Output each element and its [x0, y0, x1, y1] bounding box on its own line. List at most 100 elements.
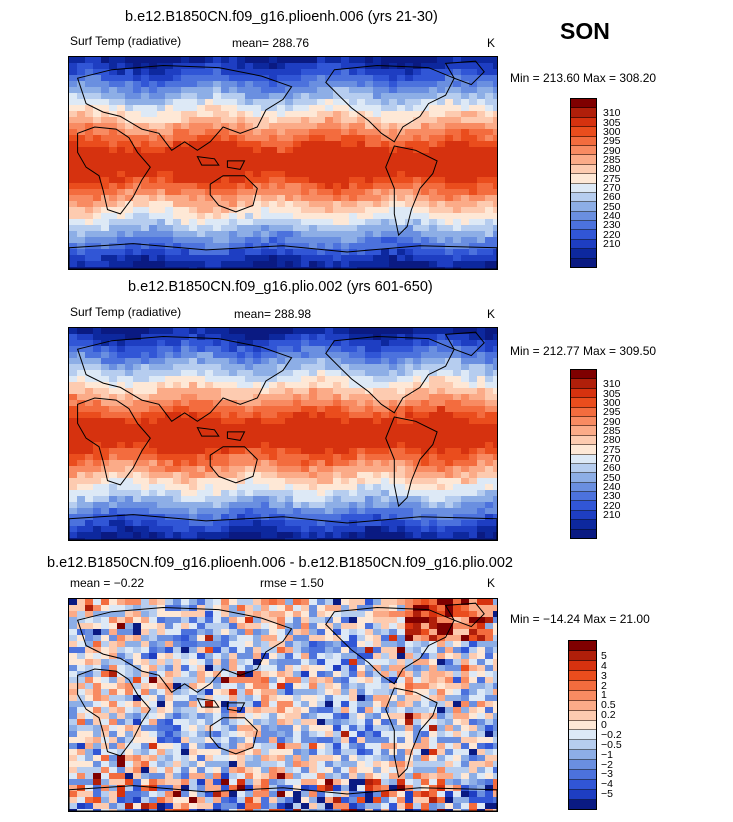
field-cell — [253, 641, 262, 648]
field-cell — [133, 69, 142, 76]
field-cell — [421, 502, 430, 509]
field-cell — [69, 436, 78, 443]
field-cell — [413, 334, 422, 341]
field-cell — [213, 328, 222, 335]
field-cell — [101, 364, 110, 371]
field-cell — [77, 442, 86, 449]
field-cell — [165, 442, 174, 449]
field-cell — [213, 508, 222, 515]
colorbar-label: 260 — [603, 191, 621, 204]
field-cell — [421, 520, 430, 527]
field-cell — [341, 243, 350, 250]
field-cell — [285, 623, 294, 630]
field-cell — [141, 352, 150, 359]
field-cell — [493, 484, 497, 491]
field-cell — [277, 611, 286, 618]
field-cell — [317, 635, 326, 642]
field-cell — [117, 340, 126, 347]
field-cell — [205, 237, 214, 244]
field-cell — [413, 231, 422, 238]
field-cell — [445, 635, 454, 642]
field-cell — [413, 701, 422, 708]
field-cell — [109, 255, 118, 262]
field-cell — [269, 225, 278, 232]
field-cell — [149, 141, 158, 148]
field-cell — [381, 93, 390, 100]
field-cell — [277, 707, 286, 714]
field-cell — [493, 394, 497, 401]
field-cell — [277, 400, 286, 407]
field-cell — [229, 364, 238, 371]
field-cell — [277, 635, 286, 642]
field-cell — [333, 171, 342, 178]
field-cell — [109, 159, 118, 166]
field-cell — [85, 231, 94, 238]
field-cell — [237, 99, 246, 106]
field-cell — [69, 195, 78, 202]
field-cell — [197, 496, 206, 503]
field-cell — [397, 225, 406, 232]
field-cell — [389, 659, 398, 666]
field-cell — [69, 707, 78, 714]
field-cell — [445, 382, 454, 389]
field-cell — [357, 328, 366, 335]
field-cell — [445, 153, 454, 160]
field-cell — [485, 201, 494, 208]
field-cell — [477, 261, 486, 268]
field-cell — [429, 665, 438, 672]
field-cell — [69, 117, 78, 124]
field-cell — [197, 177, 206, 184]
field-cell — [381, 653, 390, 660]
field-cell — [397, 382, 406, 389]
field-cell — [493, 466, 497, 473]
field-cell — [117, 611, 126, 618]
colorbar-label: 275 — [603, 172, 621, 185]
field-cell — [381, 490, 390, 497]
field-cell — [109, 141, 118, 148]
field-cell — [109, 460, 118, 467]
field-cell — [469, 647, 478, 654]
field-cell — [77, 370, 86, 377]
field-cell — [349, 538, 358, 540]
field-cells — [69, 328, 497, 540]
field-cell — [493, 448, 497, 455]
field-cell — [421, 641, 430, 648]
field-cell — [149, 225, 158, 232]
colorbar-swatch — [571, 249, 596, 259]
field-cell — [277, 201, 286, 208]
field-cell — [69, 418, 78, 425]
field-cell — [133, 502, 142, 509]
field-cell — [309, 358, 318, 365]
field-cell — [437, 195, 446, 202]
field-cell — [269, 129, 278, 136]
field-cell — [181, 123, 190, 130]
field-cell — [261, 352, 270, 359]
field-cell — [109, 394, 118, 401]
field-cell — [413, 207, 422, 214]
field-cell — [229, 412, 238, 419]
field-cell — [125, 605, 134, 612]
field-cell — [157, 436, 166, 443]
field-cell — [445, 400, 454, 407]
field-cell — [429, 538, 438, 540]
field-cell — [133, 225, 142, 232]
field-cell — [245, 117, 254, 124]
field-cell — [109, 370, 118, 377]
field-cell — [365, 430, 374, 437]
field-cell — [437, 255, 446, 262]
field-cell — [85, 623, 94, 630]
field-cell — [157, 153, 166, 160]
field-cell — [197, 454, 206, 461]
field-cell — [381, 364, 390, 371]
field-cell — [197, 406, 206, 413]
field-cell — [69, 400, 78, 407]
field-cell — [93, 484, 102, 491]
field-cell — [333, 508, 342, 515]
field-cell — [341, 141, 350, 148]
field-cell — [333, 653, 342, 660]
field-cell — [221, 255, 230, 262]
field-cell — [277, 334, 286, 341]
field-cell — [325, 617, 334, 624]
field-cell — [437, 376, 446, 383]
field-cell — [101, 358, 110, 365]
